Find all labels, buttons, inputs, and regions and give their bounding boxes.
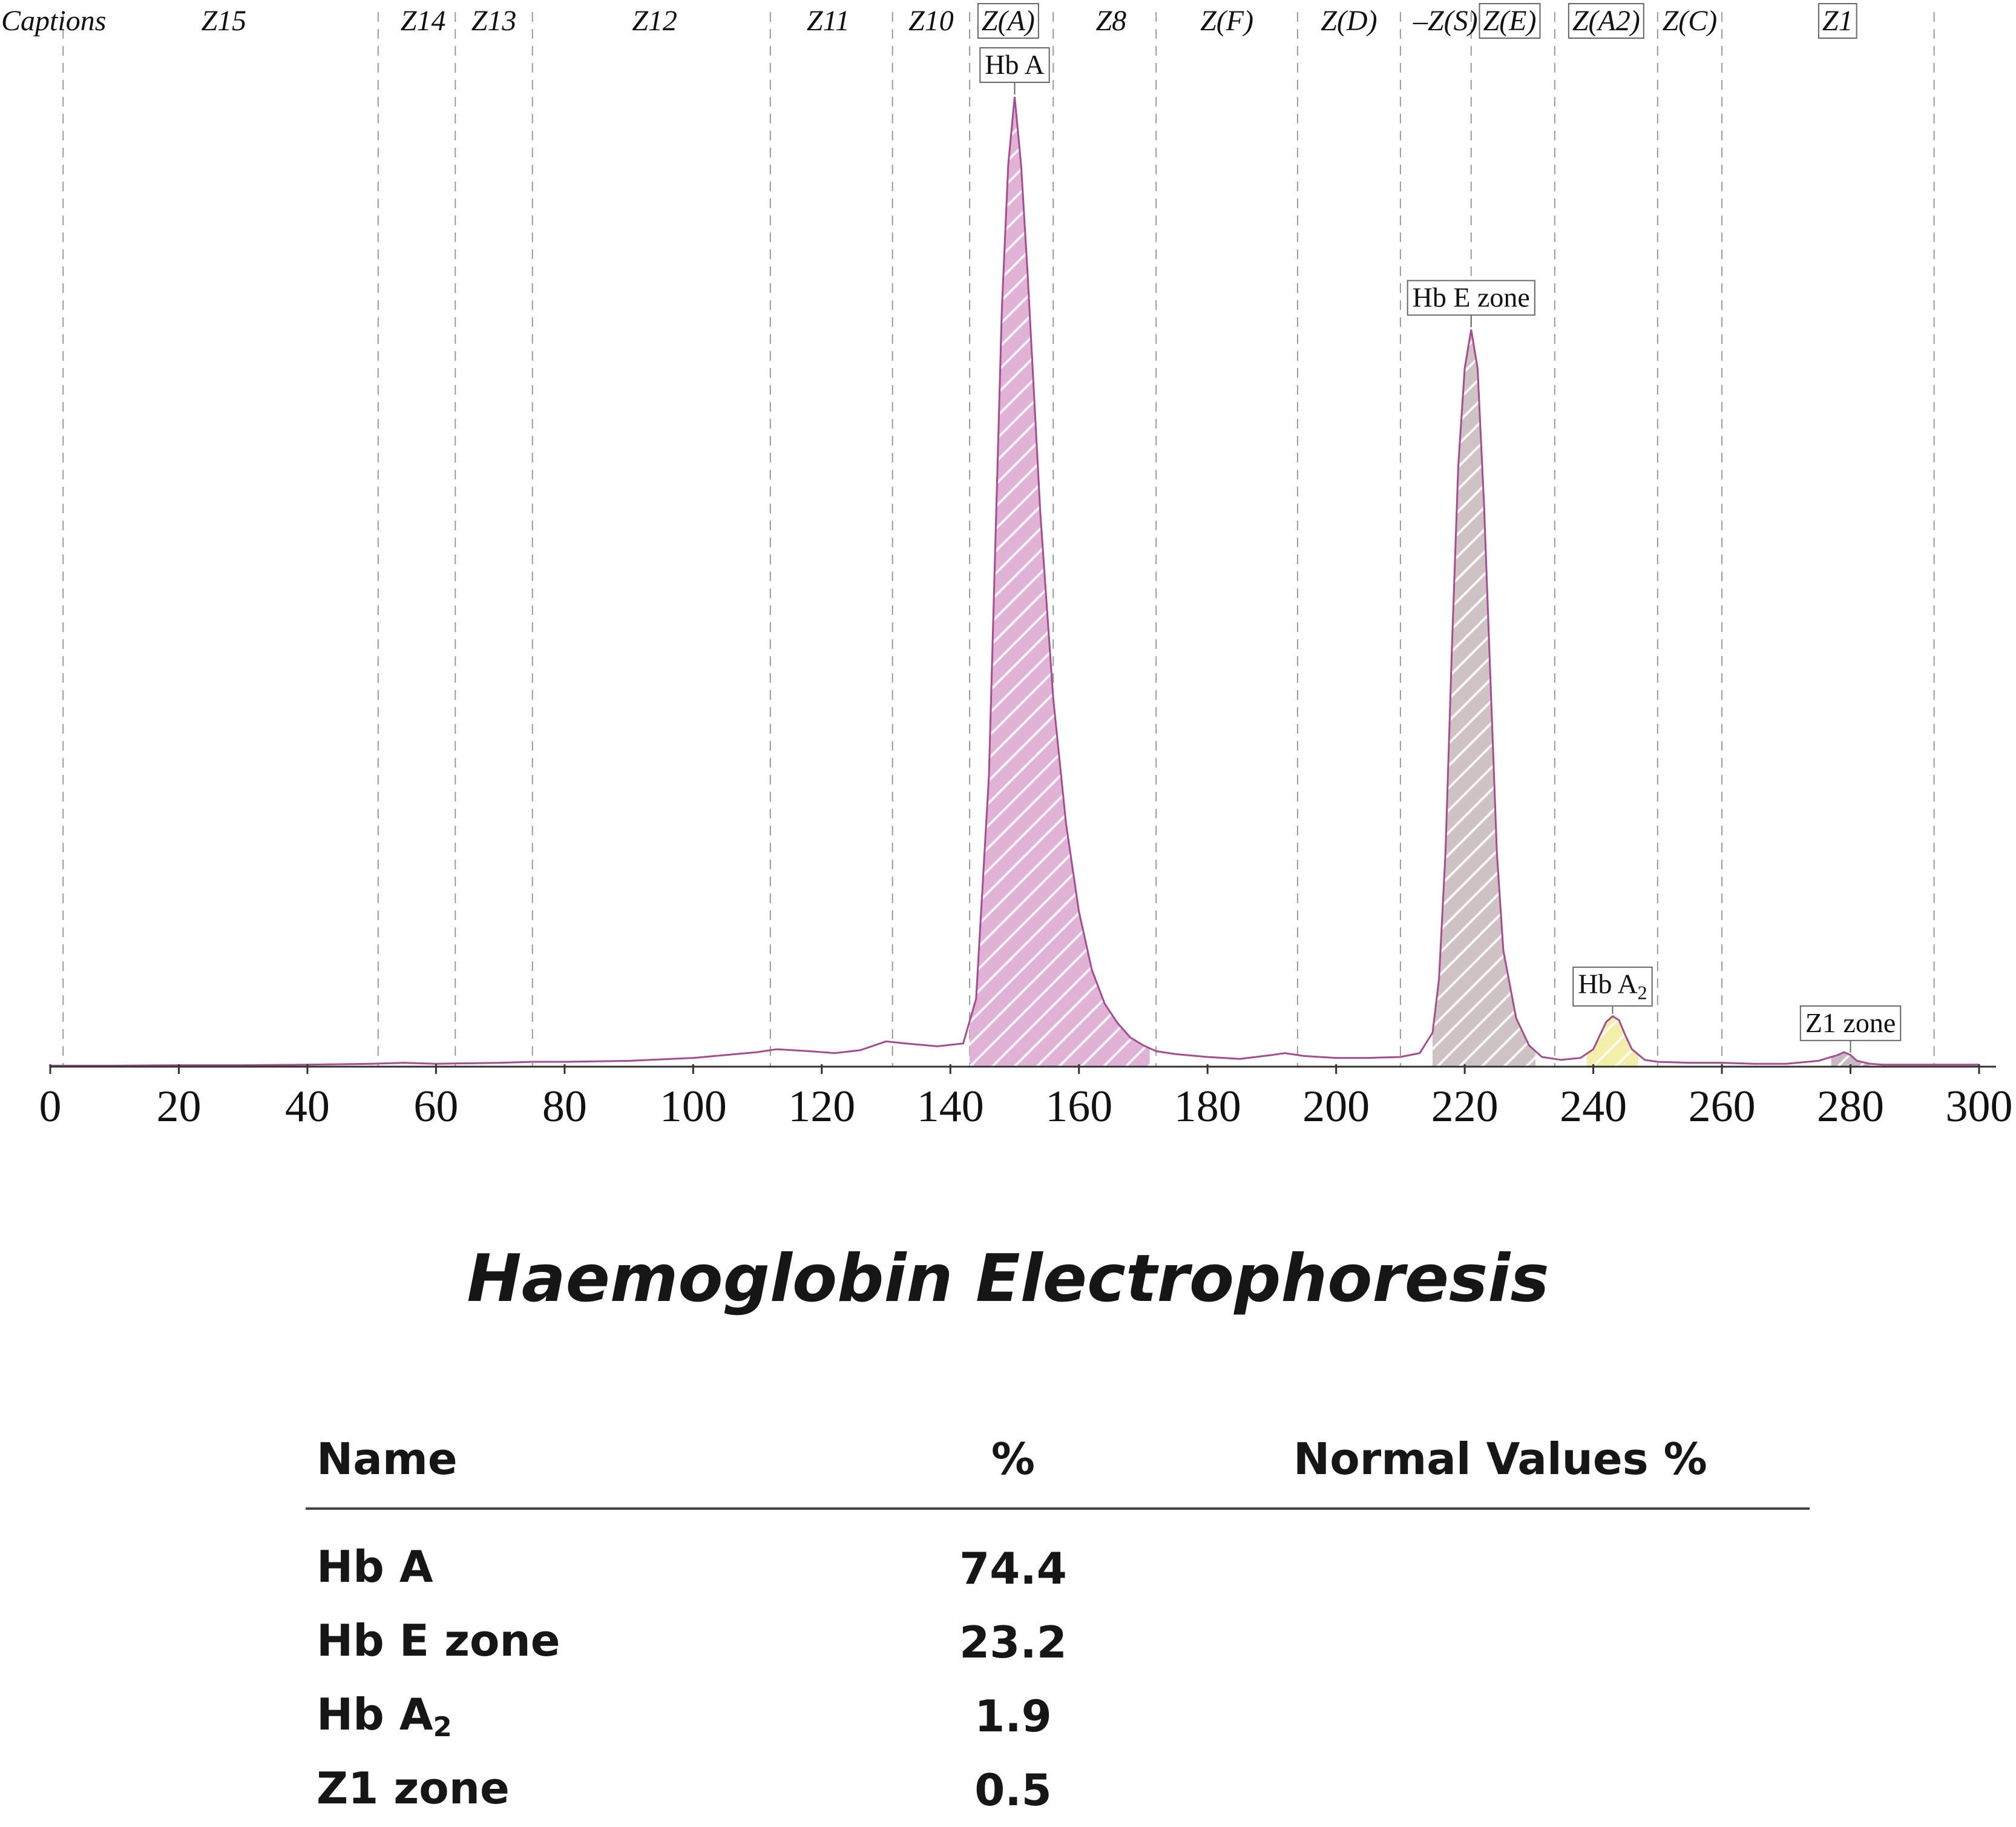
row-name-main: Z1 zone [317, 1763, 510, 1814]
row-name-main: Hb A [317, 1541, 433, 1593]
peak-label: Hb A [985, 49, 1044, 80]
row-normal [1094, 1679, 1810, 1753]
header-percent: % [933, 1411, 1094, 1510]
table-header-row: Name % Normal Values % [306, 1411, 1810, 1510]
zone-label: Z13 [471, 5, 517, 37]
row-percent: 23.2 [959, 1617, 1067, 1668]
table-row: Hb A 74.4 [306, 1509, 1810, 1605]
peak-label-box [1572, 966, 1653, 1007]
x-tick-label: 200 [1302, 1082, 1370, 1131]
peak-label-box [1407, 280, 1535, 316]
zone-label-box [1479, 3, 1541, 39]
table-row: Hb A2 1.9 [306, 1679, 1810, 1753]
zone-label: Z(E) [1483, 5, 1537, 37]
captions-label: Captions [1, 5, 106, 37]
row-percent: 74.4 [959, 1543, 1067, 1594]
peak-label: Hb A2 [1578, 969, 1647, 1004]
zone-label: –Z(S) [1413, 5, 1478, 37]
results-table: Name % Normal Values % Hb A 74.4 Hb E zo… [306, 1411, 1810, 1827]
zone-label: Z11 [807, 5, 850, 37]
zone-captions: Captions Z15 Z14 Z13 Z12 Z11 Z10 Z(A) Z8 Z(F) Z(D… [1, 3, 1857, 39]
zone-label: Z(A) [982, 5, 1035, 37]
row-name: Hb A2 [306, 1679, 933, 1753]
zone-label: Z(D) [1321, 5, 1377, 37]
zone-label: Z15 [201, 5, 246, 37]
zone-label-box [1817, 3, 1857, 39]
row-name-main: Hb E zone [317, 1615, 560, 1667]
zone-label: Z(A2) [1572, 5, 1640, 37]
zone-label: Z1 [1822, 5, 1853, 37]
zone-label: Z(C) [1663, 5, 1718, 37]
zone-label-box [1568, 3, 1644, 39]
peak-labels: Hb A Hb E zone Hb A2 Z1 zone [979, 47, 1902, 1053]
x-tick-label: 20 [156, 1082, 201, 1131]
peak-label: Hb E zone [1413, 281, 1530, 312]
zone-label: Z14 [401, 5, 446, 37]
row-normal [1094, 1753, 1810, 1827]
zone-label: Z10 [908, 5, 954, 37]
peak-label-box [1799, 1005, 1902, 1041]
x-tick-label: 240 [1560, 1082, 1627, 1131]
x-tick-label: 220 [1431, 1082, 1499, 1131]
row-normal [1094, 1605, 1810, 1679]
row-percent: 0.5 [974, 1765, 1052, 1815]
header-name: Name [306, 1411, 933, 1510]
x-tick-label: 0 [39, 1082, 62, 1131]
electrophoresis-trace [50, 96, 1979, 1067]
row-normal [1094, 1509, 1810, 1605]
x-tick-label: 280 [1817, 1082, 1884, 1131]
table-row: Z1 zone 0.5 [306, 1753, 1810, 1827]
peak-hatch [1831, 1052, 1870, 1067]
x-tick-label: 80 [542, 1082, 587, 1131]
x-axis: 0 20 40 60 80 100 120 140 160 180 200 220 240 260 280 3… [39, 1064, 2013, 1131]
peak-hatch [1587, 1016, 1638, 1067]
x-tick-label: 100 [660, 1082, 727, 1131]
x-tick-label: 120 [788, 1082, 855, 1131]
x-tick-label: 300 [1946, 1082, 2013, 1131]
row-name: Hb A [306, 1509, 933, 1605]
row-name-sub: 2 [433, 1711, 452, 1743]
peak-label: Z1 zone [1805, 1007, 1896, 1038]
peak-fills [970, 97, 1870, 1067]
row-percent: 1.9 [974, 1691, 1052, 1742]
peak-hatch [1433, 329, 1535, 1067]
report-title: Haemoglobin Electrophoresis [467, 1241, 1549, 1317]
peak-label-box [979, 47, 1050, 83]
zone-label: Z8 [1095, 5, 1126, 37]
x-tick-label: 140 [917, 1082, 984, 1131]
row-name: Hb E zone [306, 1605, 933, 1679]
zone-boundary-lines [62, 12, 1935, 1067]
x-tick-label: 160 [1045, 1082, 1112, 1131]
row-name-main: Hb A [317, 1689, 433, 1740]
zone-label: Z12 [632, 5, 677, 37]
x-tick-label: 60 [413, 1082, 458, 1131]
peak-hatch [970, 97, 1150, 1067]
header-normal-values: Normal Values % [1094, 1411, 1810, 1510]
x-tick-label: 40 [285, 1082, 330, 1131]
x-tick-label: 260 [1689, 1082, 1756, 1131]
electrophoresis-chart: Captions Z15 Z14 Z13 Z12 Z11 Z10 Z(A) Z8 Z(F) Z(D… [1, 3, 2013, 1131]
zone-label-box [977, 3, 1039, 39]
zone-label: Z(F) [1200, 5, 1253, 37]
x-tick-label: 180 [1174, 1082, 1241, 1131]
row-name: Z1 zone [306, 1753, 933, 1827]
table-row: Hb E zone 23.2 [306, 1605, 1810, 1679]
